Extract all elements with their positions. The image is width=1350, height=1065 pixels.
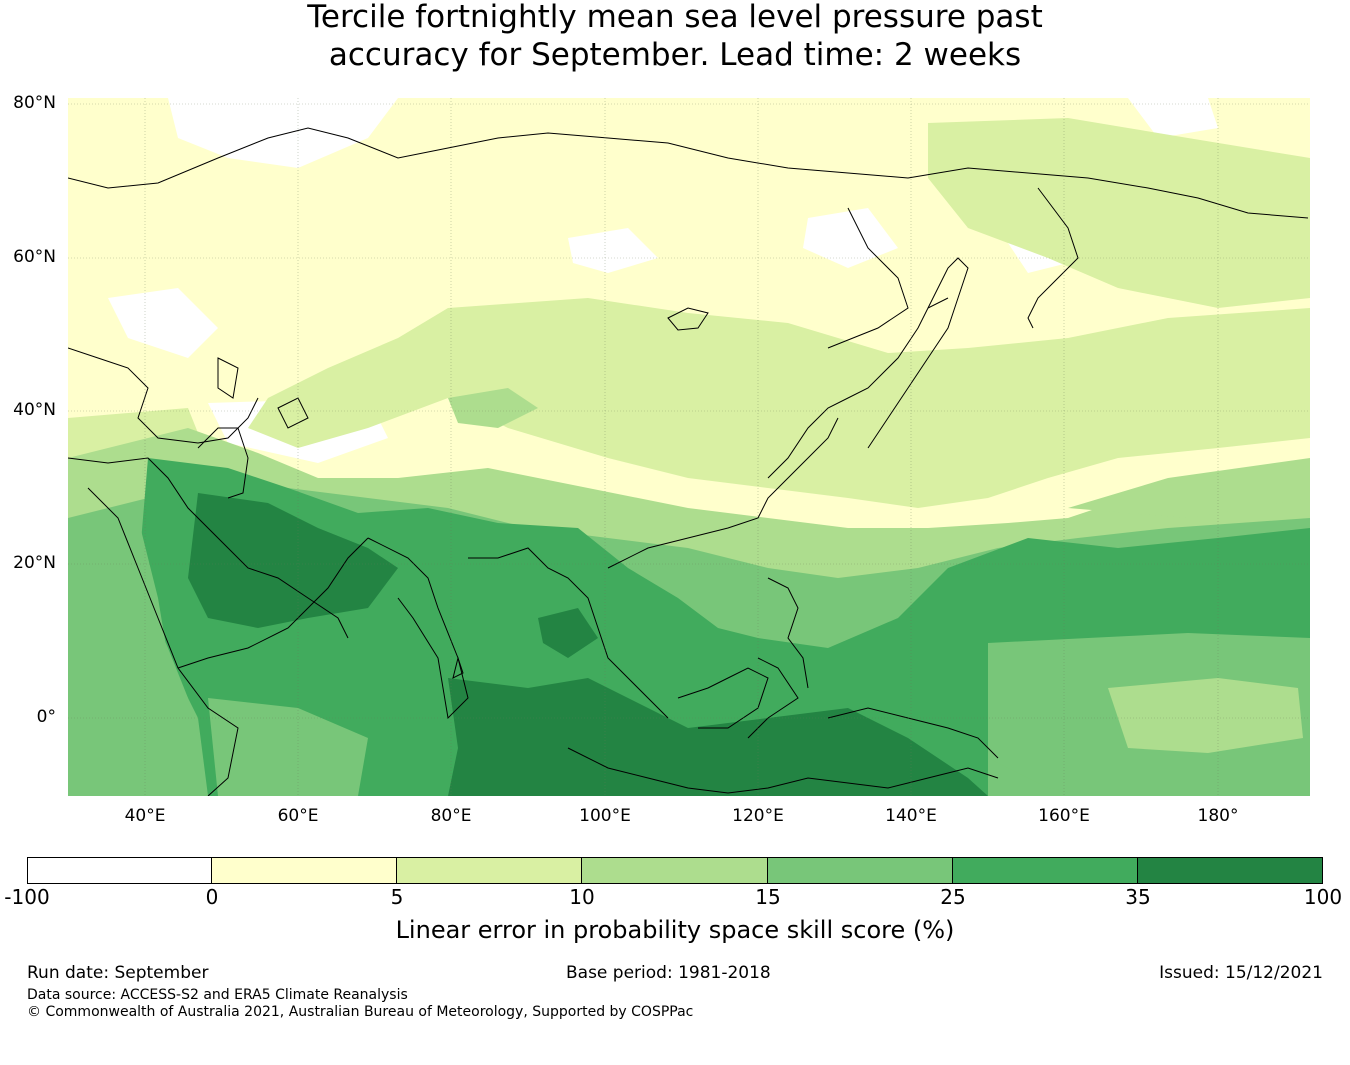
map-canvas	[68, 98, 1310, 796]
map-title: Tercile fortnightly mean sea level press…	[0, 0, 1350, 74]
run-date: Run date: September	[27, 963, 209, 983]
colorbar-bin	[582, 857, 768, 884]
lon-label-80e: 80°E	[430, 806, 472, 826]
colorbar-tick: 15	[755, 885, 781, 909]
lat-label-equator: 0°	[36, 707, 56, 727]
issued-date: Issued: 15/12/2021	[1159, 963, 1323, 983]
lon-label-140e: 140°E	[885, 806, 937, 826]
colorbar-bin	[768, 857, 953, 884]
base-period: Base period: 1981-2018	[566, 963, 771, 983]
colorbar-title: Linear error in probability space skill …	[395, 916, 955, 944]
copyright: © Commonwealth of Australia 2021, Austra…	[27, 1004, 694, 1020]
lat-label-80n: 80°N	[13, 93, 56, 113]
lon-label-180: 180°	[1197, 806, 1239, 826]
band-25-35	[138, 458, 1310, 796]
band-10-15-pacific	[1108, 678, 1303, 753]
lon-label-160e: 160°E	[1038, 806, 1090, 826]
skill-score-map	[68, 98, 1310, 796]
lat-label-20n: 20°N	[13, 553, 56, 573]
colorbar-frame	[27, 857, 1323, 884]
colorbar-tick: 5	[390, 885, 404, 909]
colorbar-tick: -100	[4, 885, 50, 909]
graticule	[68, 98, 1310, 796]
lon-label-40e: 40°E	[124, 806, 166, 826]
data-source: Data source: ACCESS-S2 and ERA5 Climate …	[27, 987, 408, 1003]
lon-label-100e: 100°E	[579, 806, 631, 826]
colorbar-tick: 35	[1125, 885, 1151, 909]
colorbar-tick: 0	[205, 885, 219, 909]
lat-label-40n: 40°N	[13, 400, 56, 420]
lon-label-60e: 60°E	[277, 806, 319, 826]
colorbar	[27, 857, 1323, 884]
title-line-2: accuracy for September. Lead time: 2 wee…	[328, 37, 1022, 73]
title-line-1: Tercile fortnightly mean sea level press…	[307, 0, 1043, 35]
colorbar-tick: 10	[569, 885, 595, 909]
band-35-100	[188, 493, 988, 796]
lat-label-60n: 60°N	[13, 247, 56, 267]
coastlines	[68, 127, 1309, 796]
band-15-25-west	[68, 518, 368, 796]
colorbar-tick: 100	[1303, 885, 1343, 909]
colorbar-bin	[27, 857, 212, 884]
colorbar-bin	[397, 857, 582, 884]
colorbar-tick: 25	[940, 885, 966, 909]
colorbar-bin	[953, 857, 1138, 884]
colorbar-bin	[1138, 857, 1323, 884]
colorbar-bin	[212, 857, 397, 884]
lon-label-120e: 120°E	[732, 806, 784, 826]
